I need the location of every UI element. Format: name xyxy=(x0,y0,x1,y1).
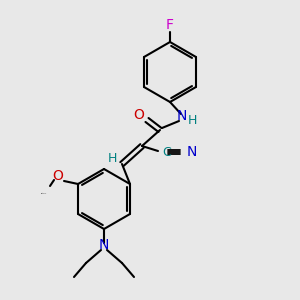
Text: methoxy: methoxy xyxy=(41,192,47,194)
Text: O: O xyxy=(134,108,144,122)
Text: C: C xyxy=(162,146,171,158)
Text: N: N xyxy=(187,145,197,159)
Text: N: N xyxy=(177,109,187,123)
Text: N: N xyxy=(99,238,109,252)
Text: O: O xyxy=(52,169,64,183)
Text: F: F xyxy=(166,18,174,32)
Text: H: H xyxy=(107,152,117,164)
Text: H: H xyxy=(187,113,197,127)
